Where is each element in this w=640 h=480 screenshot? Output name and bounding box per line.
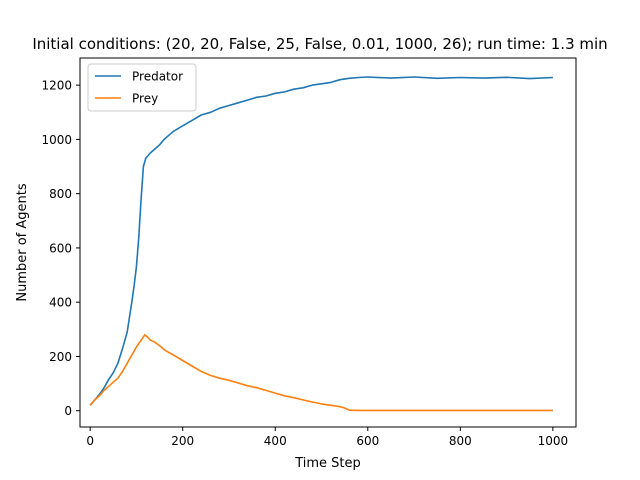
y-tick-label: 400	[49, 296, 72, 310]
y-axis-label: Number of Agents	[15, 183, 30, 301]
y-tick-label: 200	[49, 350, 72, 364]
legend: Predator Prey	[87, 63, 197, 112]
plot-frame	[79, 57, 577, 428]
legend-label-prey: Prey	[132, 92, 158, 106]
y-tick-label: 600	[49, 241, 72, 255]
legend-label-predator: Predator	[132, 70, 183, 84]
x-tick-label: 0	[86, 434, 94, 448]
y-tick-label: 800	[49, 187, 72, 201]
x-tick-label: 800	[449, 434, 472, 448]
x-axis-label: Time Step	[294, 456, 361, 471]
x-tick-label: 400	[264, 434, 287, 448]
series-layer	[89, 76, 553, 412]
series-line-predator	[89, 76, 553, 406]
chart-title: Initial conditions: (20, 20, False, 25, …	[32, 35, 607, 53]
y-tick-label: 0	[64, 404, 72, 418]
x-tick-label: 600	[356, 434, 379, 448]
ticks-layer: 0 200 400 600 800 1000 0 200 400 600 800 1000 1200	[41, 79, 568, 448]
series-line-prey	[89, 333, 553, 412]
y-tick-label: 1200	[41, 79, 72, 93]
x-tick-label: 1000	[538, 434, 569, 448]
x-tick-label: 200	[171, 434, 194, 448]
y-tick-label: 1000	[41, 133, 72, 147]
